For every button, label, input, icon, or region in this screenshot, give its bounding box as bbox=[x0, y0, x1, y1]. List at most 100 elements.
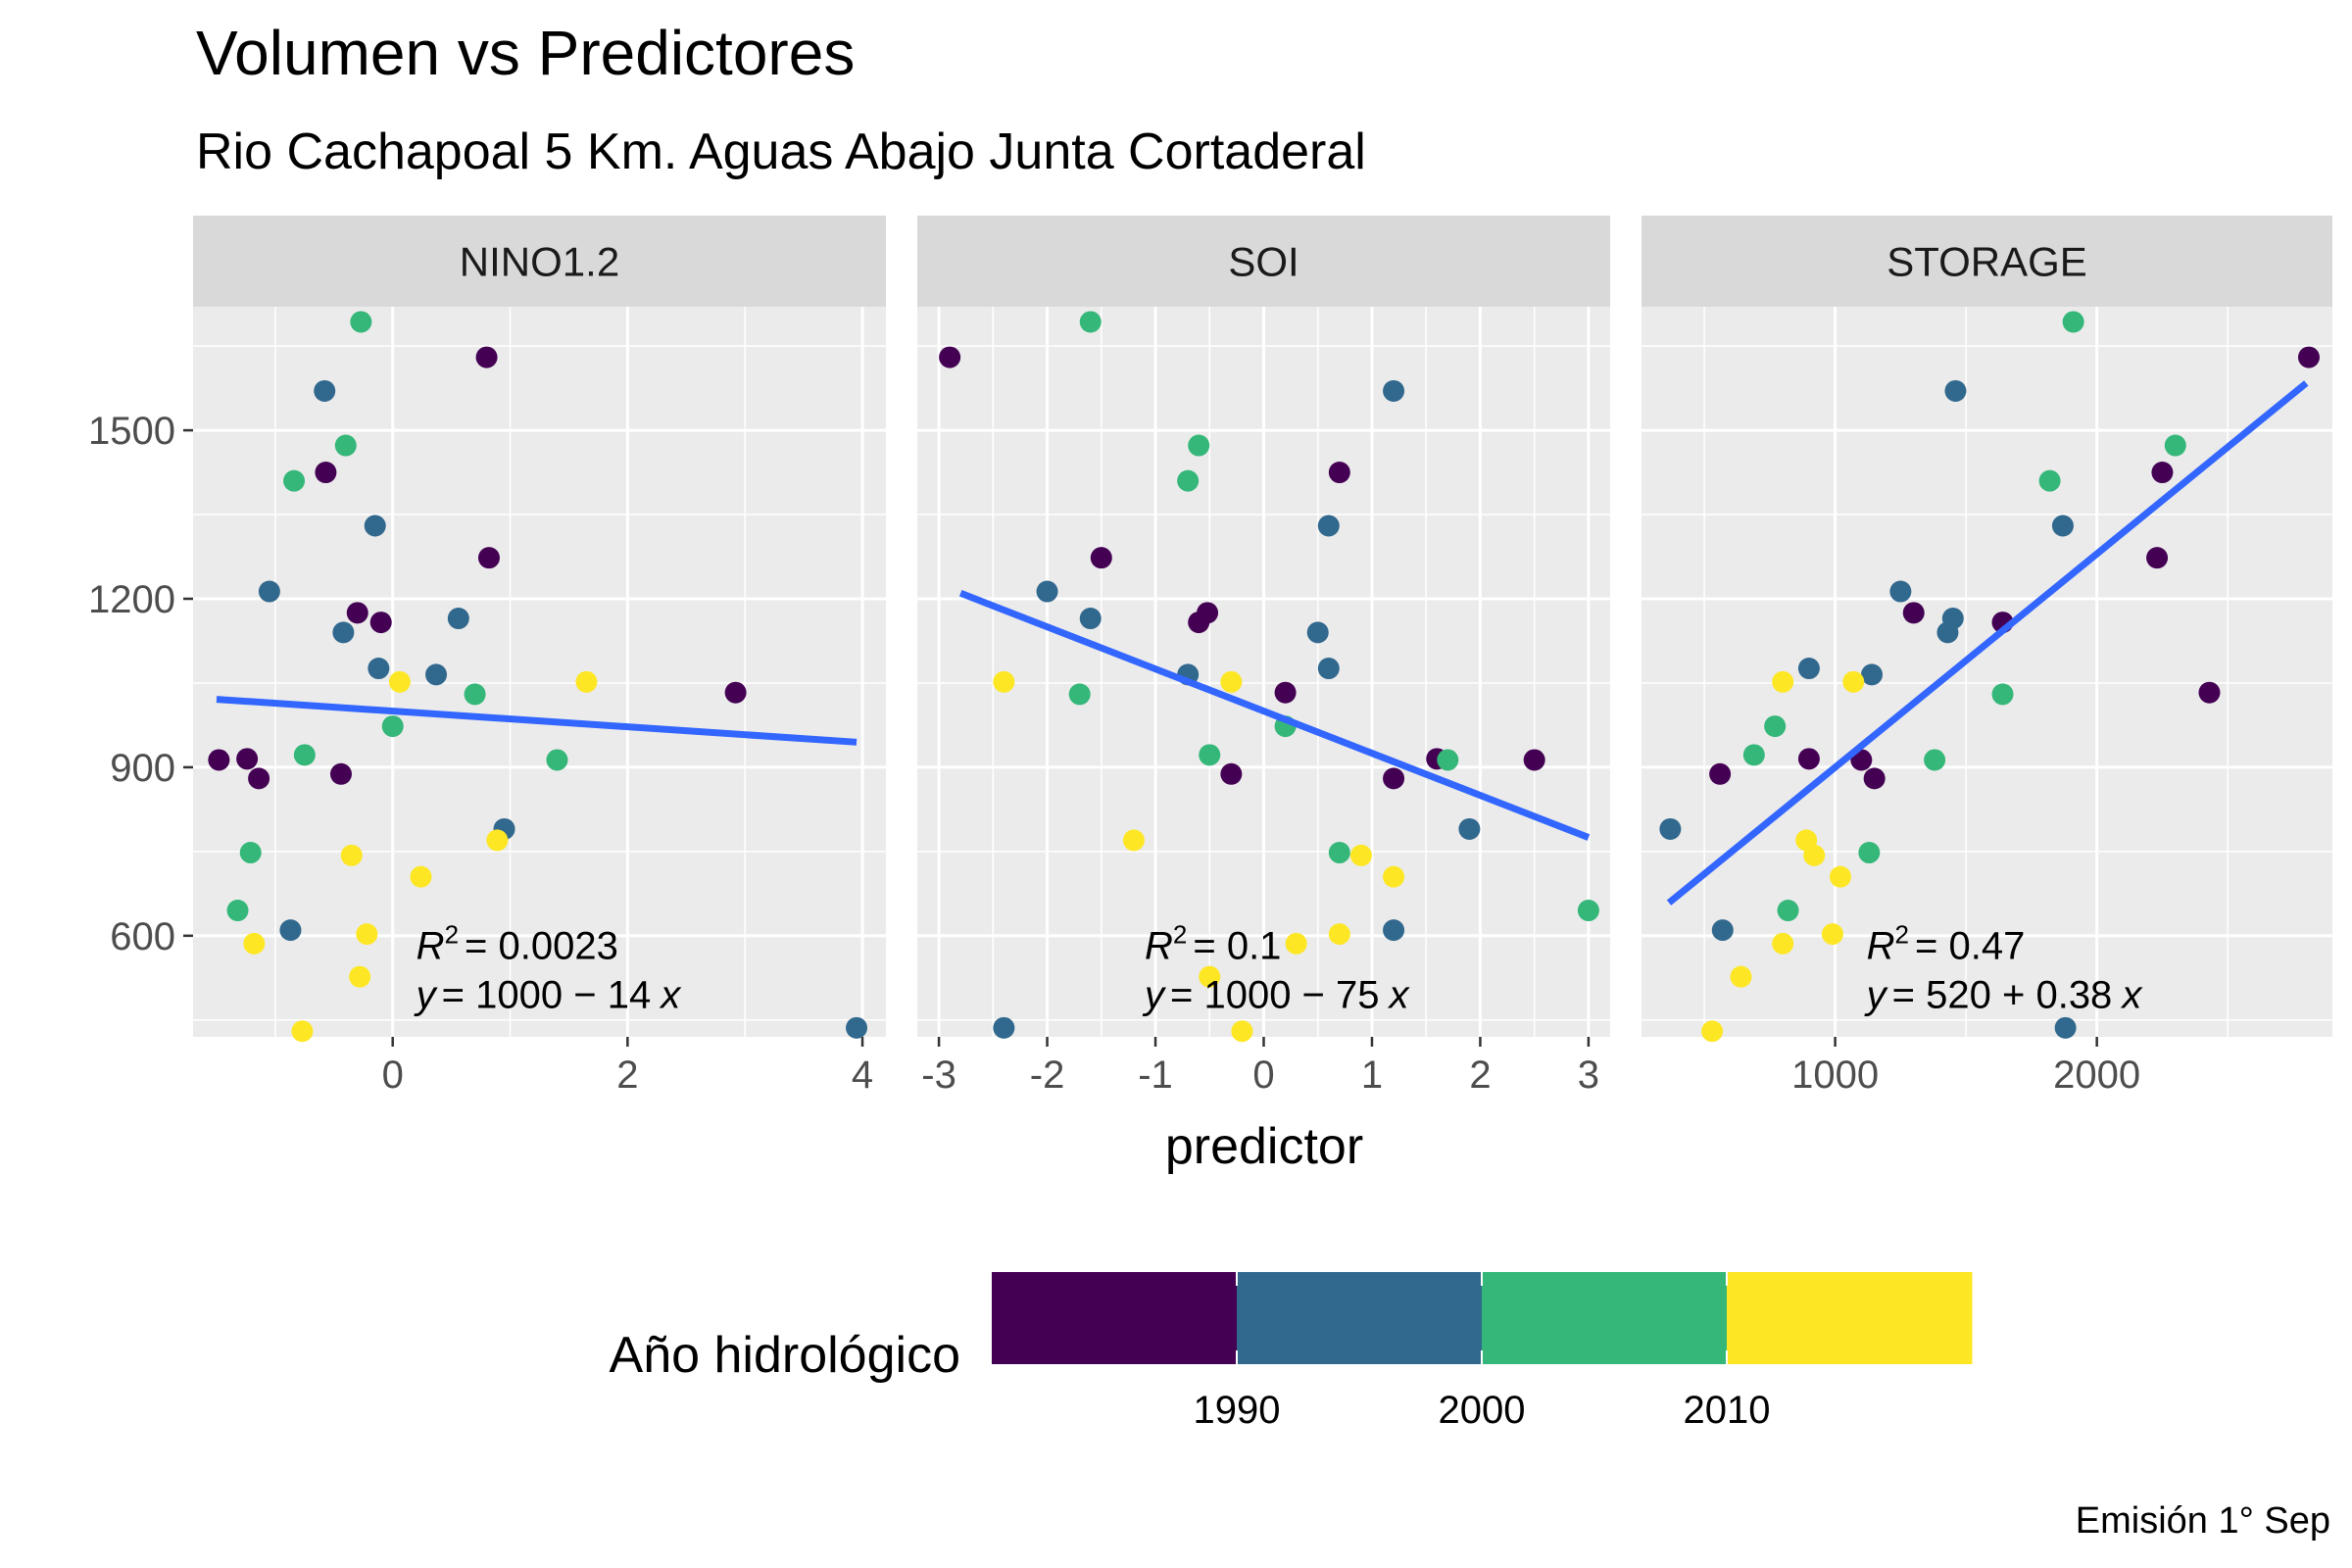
data-point bbox=[1902, 602, 1925, 624]
data-point bbox=[349, 965, 371, 988]
chart-subtitle: Rio Cachapoal 5 Km. Aguas Abajo Junta Co… bbox=[196, 123, 1366, 180]
data-point bbox=[1079, 608, 1102, 630]
facet-panel-soi: SOI -3 -2 -1 0 1 2 3 R2 = 0.1 y = 1000 − 75 x bbox=[917, 216, 1610, 1097]
data-point bbox=[279, 919, 302, 942]
facet-panels: NINO1.2 0 2 4 600 900 1200 1500 R2 = 0.0023 y = 100… bbox=[88, 216, 2332, 1097]
panel-background bbox=[193, 307, 886, 1037]
data-point bbox=[1188, 434, 1210, 457]
data-point bbox=[208, 749, 230, 771]
data-point bbox=[993, 1016, 1015, 1039]
legend-color-swatch bbox=[1482, 1272, 1728, 1364]
data-point bbox=[724, 681, 747, 704]
data-point bbox=[2054, 1016, 2077, 1039]
x-tick-label: 0 bbox=[1252, 1054, 1274, 1097]
data-point bbox=[315, 462, 337, 484]
data-point bbox=[2297, 346, 2320, 368]
data-point bbox=[381, 715, 404, 738]
data-point bbox=[1821, 923, 1843, 946]
regression-line bbox=[216, 696, 858, 746]
facet-strip-label: SOI bbox=[1228, 239, 1298, 285]
data-point bbox=[1199, 965, 1221, 988]
data-point bbox=[1090, 547, 1112, 569]
data-point bbox=[410, 865, 432, 888]
data-point bbox=[447, 608, 469, 630]
regression-equation-label: y = 520 + 0.38 x bbox=[1864, 974, 2144, 1017]
data-point bbox=[425, 663, 448, 686]
legend-color-swatch bbox=[1237, 1272, 1483, 1364]
data-point bbox=[364, 514, 386, 537]
data-point bbox=[1924, 749, 1946, 771]
data-point bbox=[1772, 932, 1794, 955]
data-point bbox=[388, 670, 411, 693]
x-tick-label: -3 bbox=[921, 1054, 956, 1097]
data-point bbox=[2198, 681, 2221, 704]
data-point bbox=[1274, 681, 1297, 704]
data-point bbox=[1659, 817, 1682, 840]
data-point bbox=[1861, 663, 1883, 686]
data-point bbox=[1306, 621, 1329, 644]
data-point bbox=[486, 829, 509, 852]
data-point bbox=[368, 658, 390, 680]
caption: Emisión 1° Sep bbox=[2076, 1500, 2330, 1542]
x-tick-label: 1000 bbox=[1791, 1054, 1879, 1097]
data-point bbox=[1523, 749, 1545, 771]
data-point bbox=[939, 346, 961, 368]
data-point bbox=[1197, 602, 1219, 624]
legend-title: Año hidrológico bbox=[610, 1327, 960, 1384]
chart-title: Volumen vs Predictores bbox=[196, 18, 855, 88]
data-point bbox=[236, 748, 259, 770]
r-squared-label: R2 = 0.0023 bbox=[416, 920, 618, 968]
data-point bbox=[546, 749, 568, 771]
data-point bbox=[291, 1020, 314, 1043]
data-point bbox=[1772, 670, 1794, 693]
data-point bbox=[329, 762, 352, 785]
regression-line bbox=[1666, 380, 2309, 906]
x-tick-label: 3 bbox=[1578, 1054, 1599, 1097]
data-point bbox=[1285, 932, 1307, 955]
y-tick-label: 900 bbox=[110, 747, 175, 790]
data-point bbox=[1842, 670, 1865, 693]
data-point bbox=[1709, 762, 1732, 785]
legend: Año hidrológico 1990 2000 2010 bbox=[610, 1272, 1973, 1432]
data-point bbox=[1328, 923, 1350, 946]
regression-line bbox=[958, 590, 1591, 841]
data-point bbox=[346, 602, 368, 624]
data-point bbox=[340, 844, 363, 866]
r-squared-label: R2 = 0.47 bbox=[1867, 920, 2026, 968]
r-squared-label: R2 = 0.1 bbox=[1145, 920, 1281, 968]
data-point bbox=[2146, 547, 2169, 569]
data-point bbox=[258, 580, 280, 603]
facet-panel-nino1-2: NINO1.2 0 2 4 600 900 1200 1500 R2 = 0.0023 y = 100… bbox=[88, 216, 886, 1097]
data-point bbox=[350, 311, 372, 333]
data-point bbox=[1777, 900, 1799, 922]
legend-label: 1990 bbox=[1194, 1389, 1281, 1432]
data-point bbox=[2151, 462, 2174, 484]
data-point bbox=[283, 469, 306, 492]
regression-equation-label: y = 1000 − 75 x bbox=[1142, 974, 1411, 1017]
data-point bbox=[993, 670, 1015, 693]
facet-strip bbox=[1642, 216, 2332, 307]
data-point bbox=[1383, 919, 1405, 942]
x-tick-label: 0 bbox=[382, 1054, 404, 1097]
legend-label: 2010 bbox=[1684, 1389, 1771, 1432]
data-point bbox=[2051, 514, 2074, 537]
data-point bbox=[1317, 658, 1340, 680]
data-point bbox=[477, 547, 500, 569]
x-tick-label: 2 bbox=[1469, 1054, 1491, 1097]
data-point bbox=[239, 842, 262, 864]
data-point bbox=[226, 900, 249, 922]
x-axis-label: predictor bbox=[1165, 1118, 1363, 1175]
data-point bbox=[1458, 817, 1481, 840]
data-point bbox=[1220, 762, 1243, 785]
data-point bbox=[356, 923, 378, 946]
data-point bbox=[332, 621, 355, 644]
data-point bbox=[1797, 748, 1820, 770]
data-point bbox=[1863, 767, 1886, 790]
data-point bbox=[1889, 580, 1912, 603]
data-point bbox=[1944, 379, 1967, 402]
data-point bbox=[1220, 670, 1243, 693]
data-point bbox=[1122, 829, 1145, 852]
data-point bbox=[475, 346, 498, 368]
data-point bbox=[248, 767, 270, 790]
